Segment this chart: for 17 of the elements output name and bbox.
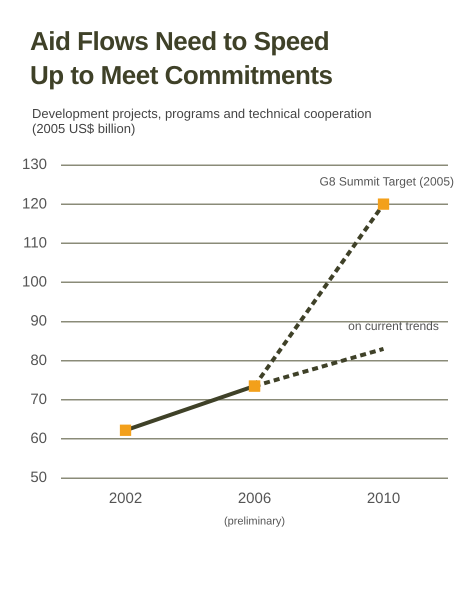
y-tick-label: 120	[22, 195, 48, 212]
y-tick-label: 110	[23, 234, 48, 252]
y-tick-label: 60	[30, 430, 48, 448]
y-tick-label: 70	[30, 390, 48, 408]
series-label: G8 Summit Target (2005)	[319, 174, 454, 188]
text: (preliminary)	[224, 516, 286, 528]
x-tick-label: 2002	[108, 490, 142, 508]
x-tick-label: 2006	[238, 490, 272, 508]
y-tick-label: 90	[30, 312, 48, 330]
chart-subtitle: Development projects, programs and technical cooperation (2005 US$ billion)	[31, 105, 373, 136]
y-tick-label: 130	[22, 156, 48, 174]
y-tick-label: 80	[30, 352, 48, 369]
y-tick-label: 100	[22, 274, 48, 291]
x-tick-label: 2010	[366, 490, 400, 508]
chart-title: Aid Flows Need to Speed Up to Meet Commitments	[29, 25, 334, 92]
y-tick-label: 50	[30, 469, 48, 486]
text: on current trends	[348, 319, 439, 334]
